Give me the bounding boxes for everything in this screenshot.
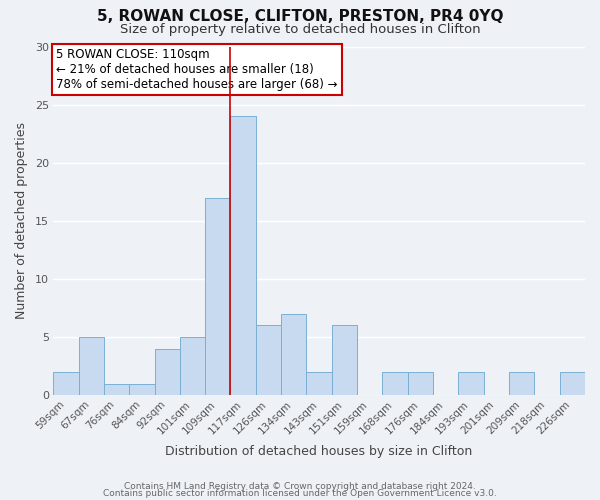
Bar	[382, 372, 408, 395]
Text: Size of property relative to detached houses in Clifton: Size of property relative to detached ho…	[119, 22, 481, 36]
Bar	[281, 314, 307, 395]
Bar	[79, 337, 104, 395]
X-axis label: Distribution of detached houses by size in Clifton: Distribution of detached houses by size …	[166, 444, 473, 458]
Bar	[408, 372, 433, 395]
Bar	[458, 372, 484, 395]
Bar	[205, 198, 230, 395]
Bar	[230, 116, 256, 395]
Bar	[332, 326, 357, 395]
Bar	[560, 372, 585, 395]
Bar	[256, 326, 281, 395]
Text: Contains public sector information licensed under the Open Government Licence v3: Contains public sector information licen…	[103, 488, 497, 498]
Bar	[53, 372, 79, 395]
Text: 5 ROWAN CLOSE: 110sqm
← 21% of detached houses are smaller (18)
78% of semi-deta: 5 ROWAN CLOSE: 110sqm ← 21% of detached …	[56, 48, 337, 91]
Text: 5, ROWAN CLOSE, CLIFTON, PRESTON, PR4 0YQ: 5, ROWAN CLOSE, CLIFTON, PRESTON, PR4 0Y…	[97, 9, 503, 24]
Bar	[104, 384, 129, 395]
Bar	[155, 348, 180, 395]
Bar	[180, 337, 205, 395]
Bar	[509, 372, 535, 395]
Bar	[307, 372, 332, 395]
Text: Contains HM Land Registry data © Crown copyright and database right 2024.: Contains HM Land Registry data © Crown c…	[124, 482, 476, 491]
Bar	[129, 384, 155, 395]
Y-axis label: Number of detached properties: Number of detached properties	[15, 122, 28, 320]
